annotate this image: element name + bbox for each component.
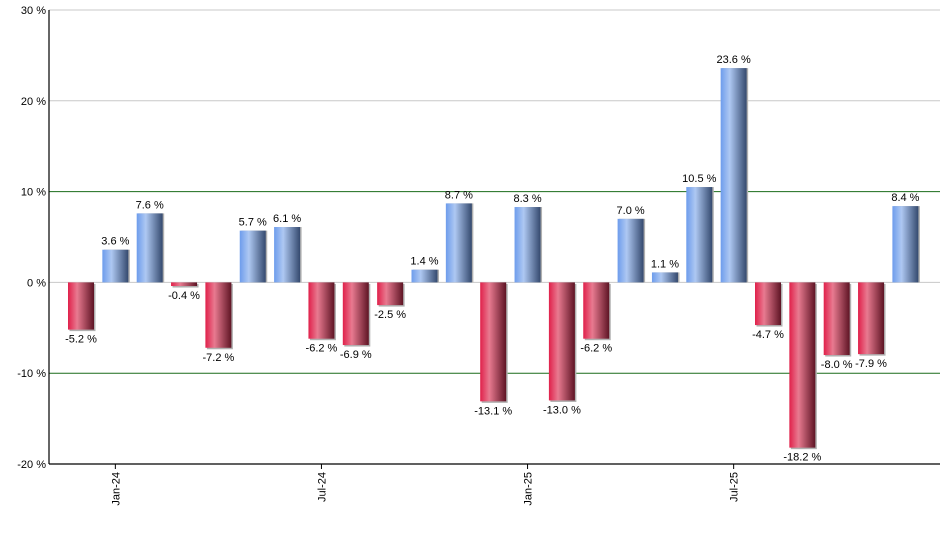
y-tick-label: -20 % xyxy=(17,459,46,471)
bar-Jan-24 xyxy=(102,249,129,283)
data-labels: -5.2 % 3.6 % 7.6 % -0.4 % -7.2 % 5.7 % 6.1 % -6… xyxy=(65,54,920,464)
data-label: -6.2 % xyxy=(580,343,612,355)
bar-Dec-25 xyxy=(892,206,919,283)
data-label: 8.3 % xyxy=(513,193,541,205)
data-label: -8.0 % xyxy=(821,359,853,371)
data-label: 1.4 % xyxy=(410,256,438,268)
data-label: -7.2 % xyxy=(203,352,235,364)
data-label: 3.6 % xyxy=(101,236,129,248)
bar-Apr-24 xyxy=(205,282,232,348)
bar-Aug-24 xyxy=(342,282,369,346)
data-label: -2.5 % xyxy=(374,309,406,321)
bar-Sep-25 xyxy=(789,282,816,448)
x-tick-label: Jul-24 xyxy=(316,472,328,502)
data-label: 8.4 % xyxy=(891,192,919,204)
bar-Dec-23 xyxy=(68,282,94,330)
data-label: 8.7 % xyxy=(445,189,473,201)
data-label: 7.0 % xyxy=(617,205,645,217)
bar-Jul-25 xyxy=(720,68,747,283)
bar-Feb-25 xyxy=(548,282,575,401)
data-label: 10.5 % xyxy=(682,173,716,185)
data-label: -13.0 % xyxy=(543,404,581,416)
x-tick-label: Jul-25 xyxy=(729,472,741,502)
data-label: 6.1 % xyxy=(273,213,301,225)
data-label: -18.2 % xyxy=(783,452,821,464)
bar-Feb-24 xyxy=(136,213,163,283)
bar-Nov-25 xyxy=(858,282,885,355)
bar-Jan-25 xyxy=(514,207,541,283)
data-label: 7.6 % xyxy=(136,199,164,211)
data-label: -5.2 % xyxy=(65,334,97,346)
y-tick-label: -10 % xyxy=(17,368,46,380)
data-label: 1.1 % xyxy=(651,258,679,270)
data-label: -6.2 % xyxy=(306,343,338,355)
bar-Nov-24 xyxy=(445,203,472,283)
data-label: -7.9 % xyxy=(855,358,887,370)
bar-Oct-25 xyxy=(823,282,850,356)
bar-Mar-25 xyxy=(583,282,610,339)
bar-Jul-24 xyxy=(308,282,335,339)
bar-May-24 xyxy=(239,230,266,283)
axes: -20 % -10 % 0 % 10 % 20 % 30 % Jan-24 Jul-24 Jan… xyxy=(17,5,940,506)
bar-Sep-24 xyxy=(377,282,404,306)
data-label: 23.6 % xyxy=(717,54,751,66)
bar-Aug-25 xyxy=(755,282,781,326)
y-tick-label: 20 % xyxy=(21,96,46,108)
bars xyxy=(68,68,920,450)
x-tick-label: Jan-24 xyxy=(110,472,122,506)
bar-Oct-24 xyxy=(411,269,438,283)
data-label: -0.4 % xyxy=(168,290,200,302)
y-tick-label: 30 % xyxy=(21,5,46,17)
data-label: -6.9 % xyxy=(340,349,372,361)
bar-Dec-24 xyxy=(480,282,507,402)
x-tick-label: Jan-25 xyxy=(523,472,535,506)
bar-Jun-24 xyxy=(274,227,301,283)
bar-Apr-25 xyxy=(617,218,644,283)
data-label: -4.7 % xyxy=(752,329,784,341)
bar-Jun-25 xyxy=(686,187,713,283)
data-label: 5.7 % xyxy=(239,217,267,229)
bar-May-25 xyxy=(651,272,678,283)
bar-Mar-24 xyxy=(171,282,198,287)
y-tick-label: 10 % xyxy=(21,187,46,199)
y-tick-label: 0 % xyxy=(27,277,46,289)
data-label: -13.1 % xyxy=(474,405,512,417)
